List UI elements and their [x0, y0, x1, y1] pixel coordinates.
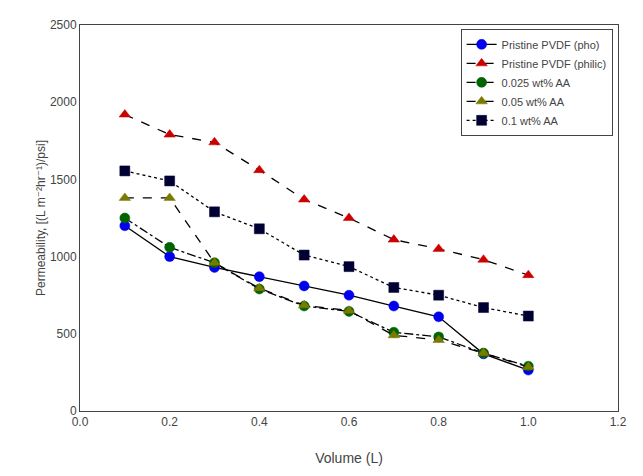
svg-text:2000: 2000	[50, 95, 77, 109]
svg-text:0: 0	[70, 404, 77, 418]
svg-text:1.2: 1.2	[610, 415, 627, 429]
svg-text:0.0: 0.0	[72, 415, 89, 429]
svg-text:0.6: 0.6	[341, 415, 358, 429]
svg-text:1.0: 1.0	[520, 415, 537, 429]
svg-text:0.05 wt% AA: 0.05 wt% AA	[502, 96, 565, 108]
svg-text:Volume (L): Volume (L)	[315, 450, 383, 466]
svg-text:Pristine PVDF (pho): Pristine PVDF (pho)	[502, 39, 600, 51]
svg-text:1500: 1500	[50, 173, 77, 187]
svg-text:Permeability, [(L m⁻²hr⁻¹)/psi: Permeability, [(L m⁻²hr⁻¹)/psi]	[34, 140, 48, 296]
svg-text:1000: 1000	[50, 250, 77, 264]
svg-text:2500: 2500	[50, 18, 77, 32]
svg-text:0.1 wt% AA: 0.1 wt% AA	[502, 115, 559, 127]
svg-text:500: 500	[57, 327, 77, 341]
svg-text:Pristine PVDF (philic): Pristine PVDF (philic)	[502, 58, 607, 70]
svg-text:0.2: 0.2	[161, 415, 178, 429]
svg-text:0.025 wt% AA: 0.025 wt% AA	[502, 77, 571, 89]
svg-text:0.8: 0.8	[430, 415, 447, 429]
svg-text:0.4: 0.4	[251, 415, 268, 429]
